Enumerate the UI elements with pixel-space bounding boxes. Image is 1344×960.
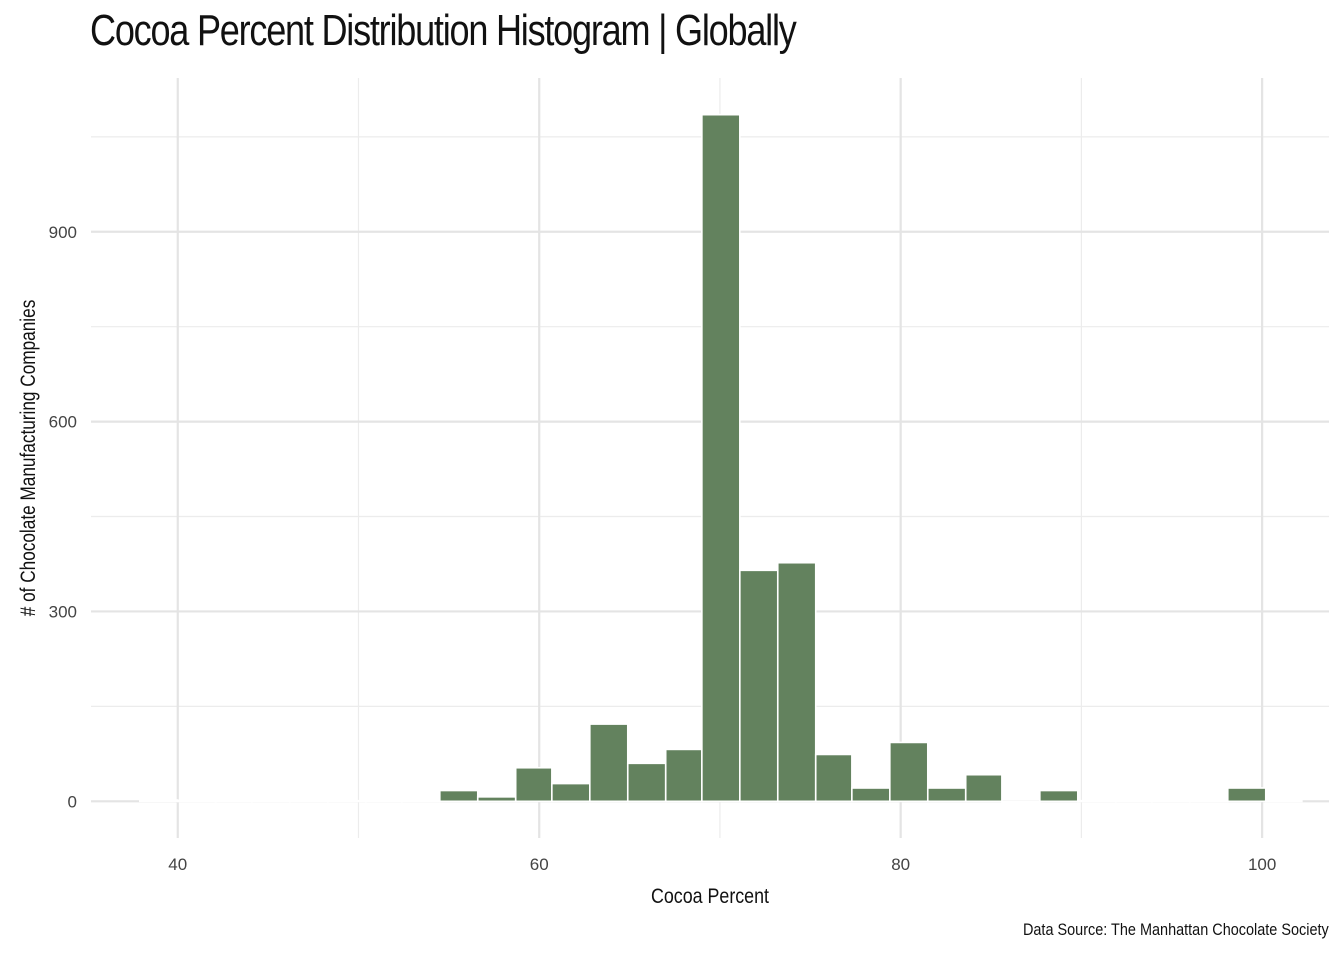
histogram-bar xyxy=(851,787,891,803)
histogram-bar xyxy=(476,796,517,803)
histogram-bars xyxy=(138,113,1303,803)
histogram-bar xyxy=(514,766,553,803)
histogram-bar xyxy=(138,799,179,803)
histogram-bar xyxy=(439,789,479,803)
histogram-bar xyxy=(364,799,403,803)
histogram-bar xyxy=(1264,799,1303,803)
x-tick-label: 80 xyxy=(891,855,910,874)
x-tick-label: 100 xyxy=(1248,855,1276,874)
histogram-bar xyxy=(401,799,441,803)
histogram-bar xyxy=(1076,799,1117,803)
histogram-bar xyxy=(1151,799,1191,803)
histogram-bar xyxy=(1001,800,1041,803)
histogram-bar xyxy=(176,799,217,803)
histogram-bar xyxy=(1114,799,1153,803)
y-axis-title: # of Chocolate Manufacturing Companies xyxy=(18,300,41,617)
histogram-bar xyxy=(701,113,741,803)
tick-labels: 40 60 80 100 0 300 600 900 xyxy=(49,223,1277,874)
histogram-bar xyxy=(926,787,967,803)
y-tick-label: 600 xyxy=(49,413,77,432)
histogram-bar xyxy=(289,799,329,803)
histogram-bar xyxy=(776,561,817,803)
histogram-bar xyxy=(589,723,629,803)
histogram-bar xyxy=(251,799,291,803)
histogram-bar xyxy=(1039,789,1079,803)
histogram-bar xyxy=(664,748,703,803)
histogram-bar xyxy=(1189,799,1229,803)
histogram-bar xyxy=(814,753,853,803)
histogram-bar xyxy=(626,762,667,803)
x-axis-title: Cocoa Percent xyxy=(651,885,769,909)
y-tick-label: 300 xyxy=(49,602,77,621)
histogram-bar xyxy=(1226,787,1267,803)
data-source-caption: Data Source: The Manhattan Chocolate Soc… xyxy=(1023,920,1329,939)
histogram-bar xyxy=(326,799,367,803)
x-tick-label: 60 xyxy=(530,855,549,874)
x-tick-label: 40 xyxy=(168,855,187,874)
histogram-bar xyxy=(551,782,591,803)
histogram-bar xyxy=(889,741,929,803)
histogram-bar xyxy=(214,799,253,803)
histogram-bar xyxy=(964,773,1003,803)
histogram-bar xyxy=(739,569,779,803)
y-tick-label: 900 xyxy=(49,223,77,242)
y-tick-label: 0 xyxy=(68,792,77,811)
chart-title: Cocoa Percent Distribution Histogram | G… xyxy=(90,6,797,55)
